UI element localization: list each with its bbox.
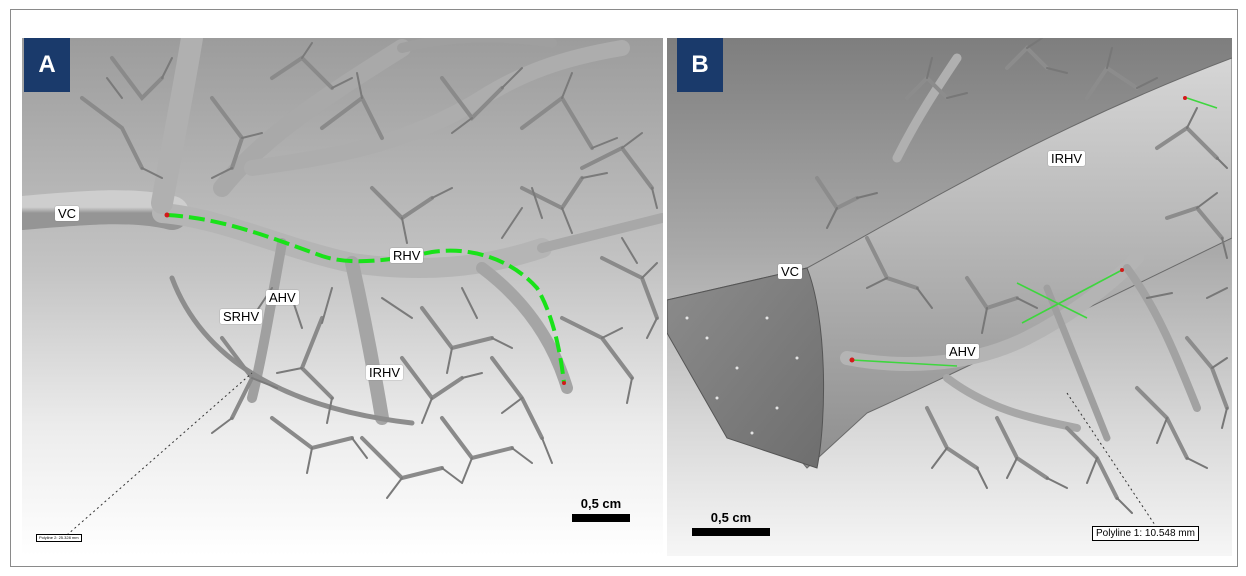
- panel-a: A VC RHV AHV SRHV IRHV 0,5 cm Polyline 2…: [22, 38, 663, 556]
- panel-b-letter: B: [677, 38, 723, 92]
- scale-bar-b: 0,5 cm: [692, 510, 770, 536]
- label-vc-a: VC: [55, 206, 80, 221]
- label-rhv-a: RHV: [390, 248, 424, 263]
- panel-b: B VC IRHV AHV 0,5 cm Polyline 1: 10.548 …: [667, 38, 1232, 556]
- measurement-box-a: Polyline 2: 25.328 mm: [36, 534, 82, 542]
- scale-bar-b-label: 0,5 cm: [710, 510, 752, 525]
- panel-a-letter: A: [24, 38, 70, 92]
- scale-bar-b-line: [692, 528, 770, 536]
- label-irhv-b: IRHV: [1048, 151, 1086, 166]
- vessel-render-b: [667, 38, 1232, 529]
- scale-bar-a-label: 0,5 cm: [580, 496, 622, 511]
- label-srhv-a: SRHV: [220, 309, 263, 324]
- scale-bar-a-line: [572, 514, 630, 522]
- measurement-box-b: Polyline 1: 10.548 mm: [1092, 526, 1199, 541]
- label-ahv-b: AHV: [946, 344, 979, 359]
- vessel-render-a: [22, 38, 663, 536]
- label-ahv-a: AHV: [266, 290, 299, 305]
- label-irhv-a: IRHV: [366, 365, 404, 380]
- label-vc-b: VC: [778, 264, 803, 279]
- scale-bar-a: 0,5 cm: [572, 496, 630, 522]
